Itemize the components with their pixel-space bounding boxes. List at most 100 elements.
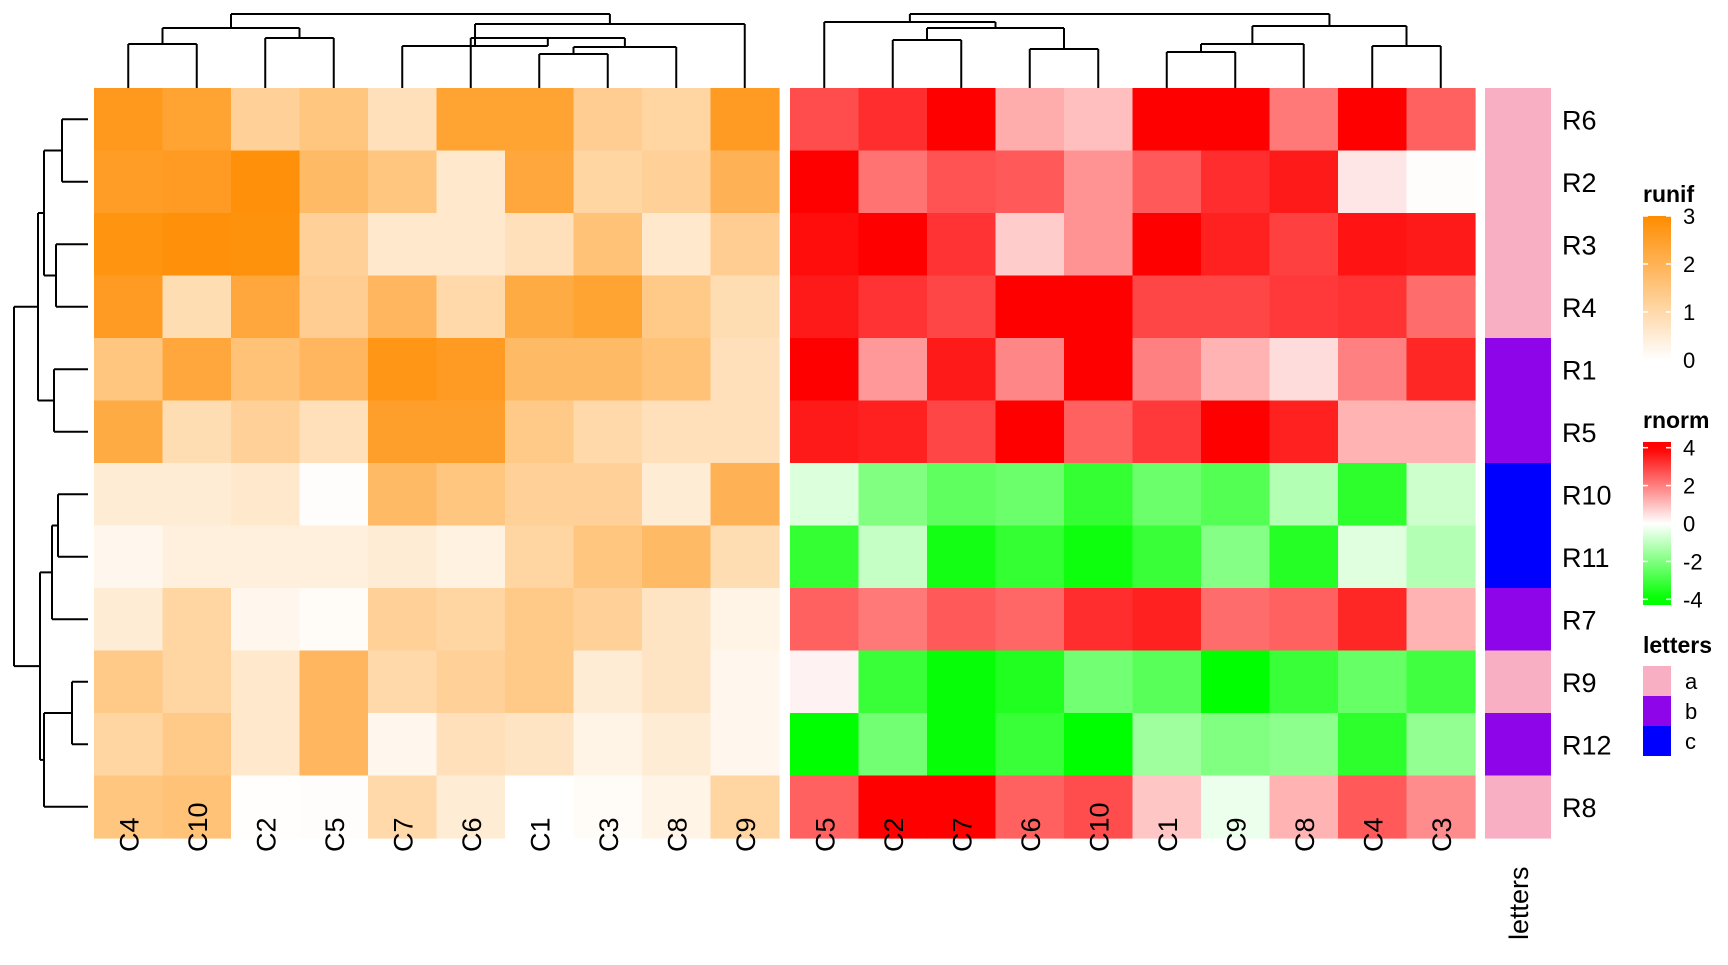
- annotation-cell-R4: [1485, 275, 1551, 339]
- legend-tick-label-rnorm: 0: [1683, 512, 1695, 537]
- heatmap-cell-runif-R6-C6: [436, 88, 506, 152]
- heatmap-cell-runif-R9-C3: [573, 650, 643, 714]
- heatmap-cell-rnorm-R11-C2: [858, 525, 928, 589]
- heatmap-cell-runif-R2-C10: [162, 150, 232, 214]
- heatmap-cell-rnorm-R10-C10: [1064, 463, 1134, 527]
- heatmap-rnorm: [790, 88, 1476, 839]
- heatmap-cell-rnorm-R1-C1: [1132, 338, 1202, 402]
- heatmap-cell-rnorm-R10-C6: [995, 463, 1065, 527]
- heatmap-cell-runif-R6-C9: [710, 88, 780, 152]
- heatmap-cell-runif-R5-C8: [642, 400, 712, 464]
- heatmap-cell-rnorm-R10-C3: [1406, 463, 1476, 527]
- heatmap-cell-runif-R7-C4: [94, 588, 164, 652]
- heatmap-cell-runif-R3-C1: [505, 213, 575, 277]
- row-label: R9: [1562, 668, 1597, 698]
- column-label-rnorm: C10: [1084, 802, 1114, 852]
- heatmap-cell-rnorm-R5-C6: [995, 400, 1065, 464]
- heatmap-cell-rnorm-R5-C10: [1064, 400, 1134, 464]
- heatmap-cell-rnorm-R8-C4: [1338, 775, 1408, 839]
- heatmap-cell-runif-R9-C8: [642, 650, 712, 714]
- column-label-rnorm: C7: [947, 817, 977, 852]
- column-dendrogram-runif: [127, 13, 746, 88]
- legend-swatch-b: [1643, 696, 1671, 726]
- heatmap-cell-runif-R2-C3: [573, 150, 643, 214]
- heatmap-cell-runif-R12-C8: [642, 713, 712, 777]
- heatmap-cell-runif-R1-C3: [573, 338, 643, 402]
- row-label: R3: [1562, 230, 1597, 260]
- heatmap-cell-rnorm-R6-C5: [790, 88, 860, 152]
- column-label-runif: C6: [457, 817, 487, 852]
- heatmap-cell-rnorm-R12-C10: [1064, 713, 1134, 777]
- heatmap-cell-runif-R4-C2: [231, 275, 301, 339]
- heatmap-cell-rnorm-R2-C7: [927, 150, 997, 214]
- heatmap-cell-rnorm-R4-C1: [1132, 275, 1202, 339]
- heatmap-cell-runif-R3-C9: [710, 213, 780, 277]
- column-label-rnorm: C9: [1221, 817, 1251, 852]
- heatmap-cell-runif-R4-C10: [162, 275, 232, 339]
- heatmap-cell-rnorm-R8-C9: [1201, 775, 1271, 839]
- heatmap-cell-rnorm-R7-C10: [1064, 588, 1134, 652]
- heatmap-cell-runif-R3-C3: [573, 213, 643, 277]
- heatmap-cell-runif-R10-C2: [231, 463, 301, 527]
- heatmap-cell-rnorm-R11-C8: [1269, 525, 1339, 589]
- row-label: R2: [1562, 168, 1597, 198]
- heatmap-cell-runif-R10-C8: [642, 463, 712, 527]
- heatmap-cell-runif-R1-C9: [710, 338, 780, 402]
- heatmap-cell-runif-R10-C3: [573, 463, 643, 527]
- heatmap-cell-runif-R8-C9: [710, 775, 780, 839]
- heatmap-cell-runif-R6-C4: [94, 88, 164, 152]
- legend-tick-label-rnorm: 2: [1683, 474, 1695, 499]
- row-label: R7: [1562, 605, 1597, 635]
- annotation-cell-R5: [1485, 400, 1551, 464]
- heatmap-cell-runif-R1-C7: [368, 338, 438, 402]
- heatmap-cell-runif-R11-C5: [299, 525, 369, 589]
- heatmap-cell-runif-R7-C3: [573, 588, 643, 652]
- column-label-rnorm: C5: [810, 817, 840, 852]
- heatmap-cell-runif-R11-C7: [368, 525, 438, 589]
- heatmap-cell-runif-R8-C10: [162, 775, 232, 839]
- heatmap-cell-runif-R1-C4: [94, 338, 164, 402]
- heatmap-cell-rnorm-R10-C2: [858, 463, 928, 527]
- heatmap-cell-rnorm-R9-C5: [790, 650, 860, 714]
- heatmap-cell-rnorm-R3-C4: [1338, 213, 1408, 277]
- heatmap-cell-rnorm-R6-C4: [1338, 88, 1408, 152]
- annotation-cell-R3: [1485, 213, 1551, 277]
- heatmap-cell-rnorm-R1-C4: [1338, 338, 1408, 402]
- heatmap-cell-runif-R4-C9: [710, 275, 780, 339]
- heatmap-cell-runif-R9-C10: [162, 650, 232, 714]
- heatmap-cell-runif-R1-C5: [299, 338, 369, 402]
- column-labels: C4 C10 C2 C5 C7 C6 C1 C3 C8 C9 C5 C2 C7 C6 C10 C1 C9 C8 C4…: [114, 802, 1534, 940]
- heatmap-cell-rnorm-R12-C5: [790, 713, 860, 777]
- heatmap-cell-rnorm-R12-C4: [1338, 713, 1408, 777]
- heatmap-cell-rnorm-R3-C5: [790, 213, 860, 277]
- heatmap-cell-runif-R6-C5: [299, 88, 369, 152]
- legend-label-c: c: [1685, 729, 1696, 754]
- heatmap-cell-runif-R2-C5: [299, 150, 369, 214]
- heatmap-cell-rnorm-R3-C2: [858, 213, 928, 277]
- heatmap-cell-rnorm-R11-C10: [1064, 525, 1134, 589]
- heatmap-cell-rnorm-R9-C4: [1338, 650, 1408, 714]
- heatmap-cell-runif-R5-C1: [505, 400, 575, 464]
- heatmap-cell-rnorm-R10-C9: [1201, 463, 1271, 527]
- row-label: R8: [1562, 793, 1597, 823]
- row-label: R5: [1562, 418, 1597, 448]
- heatmap-cell-rnorm-R4-C5: [790, 275, 860, 339]
- heatmap-cell-rnorm-R6-C10: [1064, 88, 1134, 152]
- heatmap-cell-runif-R11-C1: [505, 525, 575, 589]
- heatmap-cell-rnorm-R11-C4: [1338, 525, 1408, 589]
- annotation-cell-R9: [1485, 650, 1551, 714]
- heatmap-cell-rnorm-R6-C9: [1201, 88, 1271, 152]
- legend-tick-label-rnorm: 4: [1683, 436, 1695, 461]
- heatmap-cell-runif-R4-C1: [505, 275, 575, 339]
- heatmap-cell-rnorm-R10-C7: [927, 463, 997, 527]
- heatmap-cell-runif-R9-C1: [505, 650, 575, 714]
- column-label-rnorm: C6: [1016, 817, 1046, 852]
- heatmap-cell-rnorm-R3-C9: [1201, 213, 1271, 277]
- heatmap-cell-rnorm-R9-C6: [995, 650, 1065, 714]
- heatmap-cell-rnorm-R1-C9: [1201, 338, 1271, 402]
- heatmap-cell-rnorm-R10-C8: [1269, 463, 1339, 527]
- heatmap-cell-runif-R12-C1: [505, 713, 575, 777]
- heatmap-cell-rnorm-R6-C8: [1269, 88, 1339, 152]
- heatmap-cell-rnorm-R11-C9: [1201, 525, 1271, 589]
- annotation-cell-R12: [1485, 713, 1551, 777]
